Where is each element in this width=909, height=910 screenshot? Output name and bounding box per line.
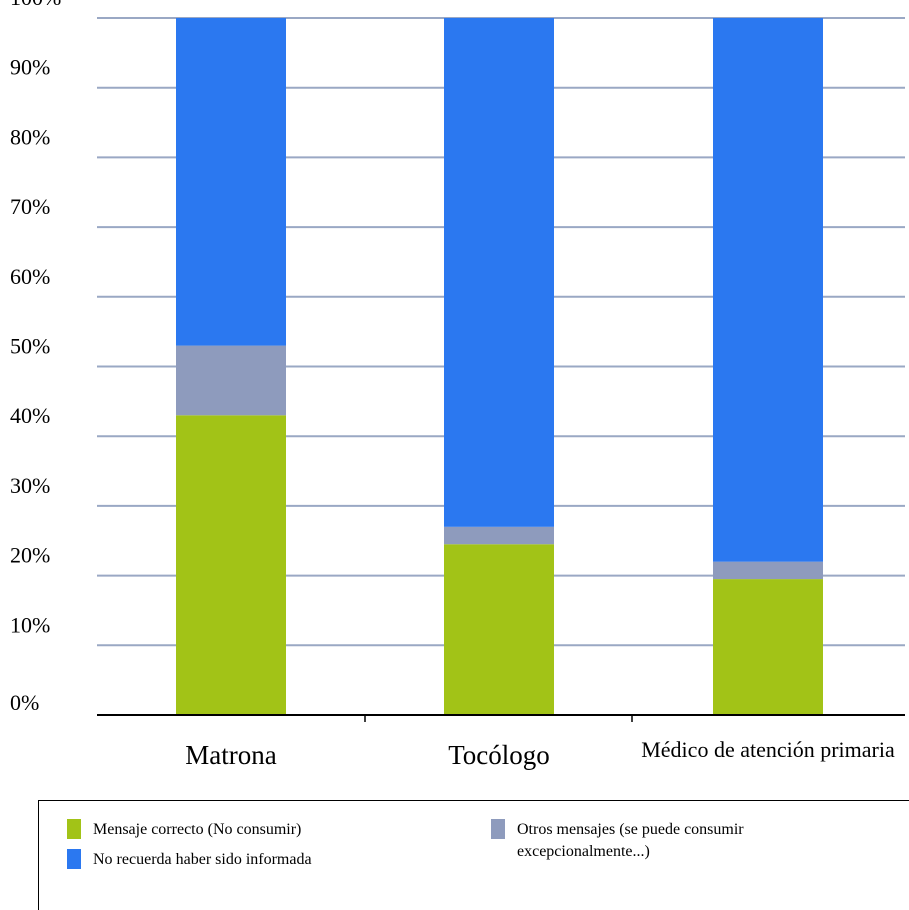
- y-tick-label: 20%: [10, 543, 50, 568]
- bar-segment: [176, 415, 286, 715]
- y-tick-label: 80%: [10, 124, 50, 149]
- y-tick-label: 100%: [10, 0, 61, 10]
- bar-segment: [444, 526, 554, 545]
- y-tick-label: 30%: [10, 473, 50, 498]
- y-tick-label: 60%: [10, 264, 50, 289]
- legend-item-mensaje-correcto: Mensaje correcto (No consumir): [67, 819, 427, 841]
- y-tick-label: 40%: [10, 403, 50, 428]
- y-tick-label: 90%: [10, 55, 50, 80]
- legend-label: Mensaje correcto (No consumir): [93, 821, 302, 838]
- legend-swatch-green: [67, 819, 81, 839]
- legend-swatch-gray: [491, 819, 505, 839]
- y-tick-label: 0%: [10, 690, 39, 715]
- y-tick-label: 70%: [10, 194, 50, 219]
- bars: [176, 18, 823, 715]
- bar-segment: [176, 345, 286, 416]
- bar-segment: [444, 18, 554, 527]
- legend-swatch-blue: [67, 849, 81, 869]
- y-tick-label: 50%: [10, 334, 50, 359]
- y-tick-label: 10%: [10, 612, 50, 637]
- x-category-label: Matrona: [185, 740, 276, 770]
- legend-item-no-recuerda: No recuerda haber sido informada: [67, 849, 427, 871]
- x-category-label: Tocólogo: [448, 740, 550, 770]
- bar-segment: [713, 18, 823, 562]
- bar-segment: [713, 561, 823, 580]
- legend-label: No recuerda haber sido informada: [93, 851, 312, 868]
- x-axis-category-labels: Matrona Tocólogo Médico de atención primar…: [185, 737, 895, 770]
- bar-segment: [713, 579, 823, 715]
- y-axis-tick-labels: 0% 10% 20% 30% 40% 50% 60% 70% 80% 90% 100%: [10, 0, 61, 715]
- bar-segment: [444, 544, 554, 715]
- bar-segment: [176, 18, 286, 346]
- stacked-bar-chart: 0% 10% 20% 30% 40% 50% 60% 70% 80% 90% 100% Matron…: [10, 0, 905, 770]
- legend-label: Otros mensajes (se puede consumir excepc…: [517, 821, 744, 860]
- legend: Mensaje correcto (No consumir) No recuer…: [38, 800, 909, 910]
- legend-item-otros-mensajes: Otros mensajes (se puede consumir excepc…: [491, 819, 791, 863]
- x-category-label: Médico de atención primaria: [641, 737, 895, 762]
